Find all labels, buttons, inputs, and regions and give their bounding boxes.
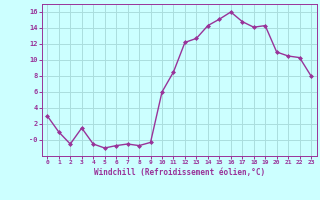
X-axis label: Windchill (Refroidissement éolien,°C): Windchill (Refroidissement éolien,°C) — [94, 168, 265, 177]
